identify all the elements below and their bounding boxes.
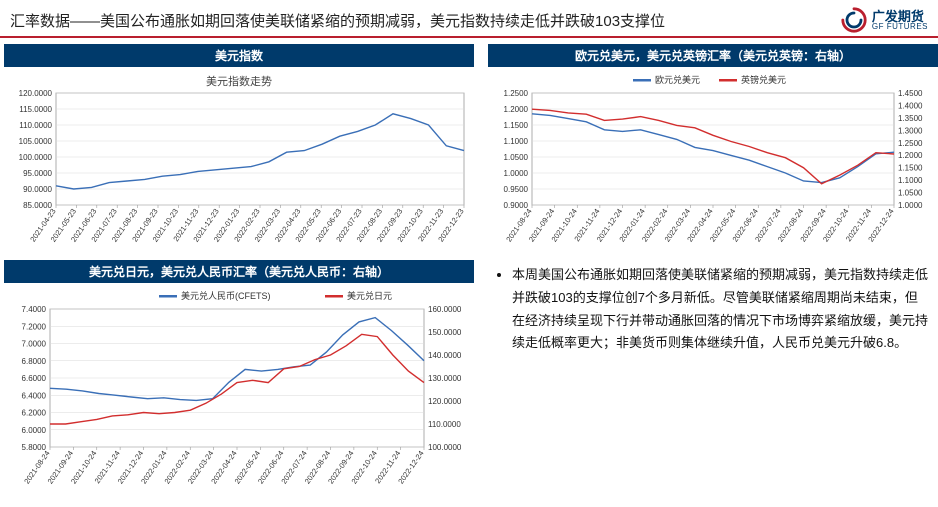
chart-eur-gbp-svg: 欧元兑美元英镑兑美元0.90000.95001.00001.05001.1000… [488, 67, 938, 257]
svg-text:1.1000: 1.1000 [898, 176, 923, 185]
svg-text:6.4000: 6.4000 [22, 391, 47, 400]
svg-text:100.0000: 100.0000 [428, 443, 462, 452]
svg-text:1.0000: 1.0000 [504, 169, 529, 178]
svg-text:1.3500: 1.3500 [898, 114, 923, 123]
svg-text:7.0000: 7.0000 [22, 340, 47, 349]
svg-text:120.0000: 120.0000 [428, 397, 462, 406]
svg-text:150.0000: 150.0000 [428, 328, 462, 337]
svg-text:105.0000: 105.0000 [19, 137, 53, 146]
svg-text:美元兑日元: 美元兑日元 [347, 290, 392, 301]
chart-eur-gbp-title: 欧元兑美元，美元兑英镑汇率（美元兑英镑：右轴） [488, 44, 938, 67]
svg-text:130.0000: 130.0000 [428, 374, 462, 383]
commentary-panel: 本周美国公布通胀如期回落使美联储紧缩的预期减弱，美元指数持续走低并跌破103的支… [488, 260, 938, 500]
svg-text:90.0000: 90.0000 [23, 185, 52, 194]
chart-usd-index-title: 美元指数 [4, 44, 474, 67]
commentary-bullet: 本周美国公布通胀如期回落使美联储紧缩的预期减弱，美元指数持续走低并跌破103的支… [512, 264, 930, 355]
svg-text:115.0000: 115.0000 [19, 105, 52, 114]
svg-text:1.2500: 1.2500 [898, 139, 923, 148]
svg-text:120.0000: 120.0000 [19, 89, 53, 98]
page-title: 汇率数据——美国公布通胀如期回落使美联储紧缩的预期减弱，美元指数持续走低并跌破1… [10, 10, 840, 31]
logo-text-cn: 广发期货 [872, 10, 928, 23]
chart-usd-index-svg: 美元指数走势85.000090.000095.0000100.0000105.0… [4, 67, 474, 257]
svg-text:6.0000: 6.0000 [22, 426, 47, 435]
svg-text:欧元兑美元: 欧元兑美元 [655, 74, 700, 85]
svg-text:110.0000: 110.0000 [19, 121, 52, 130]
svg-text:1.2000: 1.2000 [898, 151, 923, 160]
svg-text:0.9500: 0.9500 [504, 185, 529, 194]
svg-text:95.0000: 95.0000 [23, 169, 52, 178]
svg-text:1.1000: 1.1000 [504, 137, 529, 146]
svg-text:7.2000: 7.2000 [22, 322, 47, 331]
svg-text:140.0000: 140.0000 [428, 351, 462, 360]
svg-text:110.0000: 110.0000 [428, 420, 461, 429]
svg-text:1.2500: 1.2500 [504, 89, 529, 98]
svg-text:1.0500: 1.0500 [898, 189, 923, 198]
svg-text:6.2000: 6.2000 [22, 409, 47, 418]
svg-text:英镑兑美元: 英镑兑美元 [741, 74, 786, 85]
svg-text:美元指数走势: 美元指数走势 [206, 74, 272, 88]
chart-jpy-cny-svg: 美元兑人民币(CFETS)美元兑日元5.80006.00006.20006.40… [4, 283, 474, 503]
svg-text:100.0000: 100.0000 [19, 153, 53, 162]
svg-text:6.6000: 6.6000 [22, 374, 47, 383]
logo-text-en: GF FUTURES [872, 23, 928, 31]
svg-text:1.2000: 1.2000 [504, 105, 529, 114]
svg-text:7.4000: 7.4000 [22, 305, 47, 314]
svg-text:6.8000: 6.8000 [22, 357, 47, 366]
brand-logo: 广发期货 GF FUTURES [840, 6, 928, 34]
chart-jpy-cny: 美元兑日元，美元兑人民币汇率（美元兑人民币：右轴） 美元兑人民币(CFETS) 美… [4, 260, 474, 500]
svg-text:1.4500: 1.4500 [898, 89, 923, 98]
svg-text:1.3000: 1.3000 [898, 126, 923, 135]
chart-usd-index: 美元指数 美元指数走势85.000090.000095.0000100.0000… [4, 44, 474, 254]
svg-text:1.1500: 1.1500 [898, 164, 923, 173]
svg-text:1.4000: 1.4000 [898, 101, 923, 110]
logo-icon [840, 6, 868, 34]
svg-text:160.0000: 160.0000 [428, 305, 462, 314]
svg-text:1.0000: 1.0000 [898, 201, 923, 210]
page-header: 汇率数据——美国公布通胀如期回落使美联储紧缩的预期减弱，美元指数持续走低并跌破1… [0, 0, 938, 38]
svg-text:1.1500: 1.1500 [504, 121, 529, 130]
chart-jpy-cny-title: 美元兑日元，美元兑人民币汇率（美元兑人民币：右轴） [4, 260, 474, 283]
chart-eur-gbp: 欧元兑美元，美元兑英镑汇率（美元兑英镑：右轴） 欧元兑美元英镑兑美元0.9000… [488, 44, 938, 254]
svg-text:1.0500: 1.0500 [504, 153, 529, 162]
svg-text:美元兑人民币(CFETS): 美元兑人民币(CFETS) [181, 290, 271, 301]
content-grid: 美元指数 美元指数走势85.000090.000095.0000100.0000… [0, 38, 938, 500]
